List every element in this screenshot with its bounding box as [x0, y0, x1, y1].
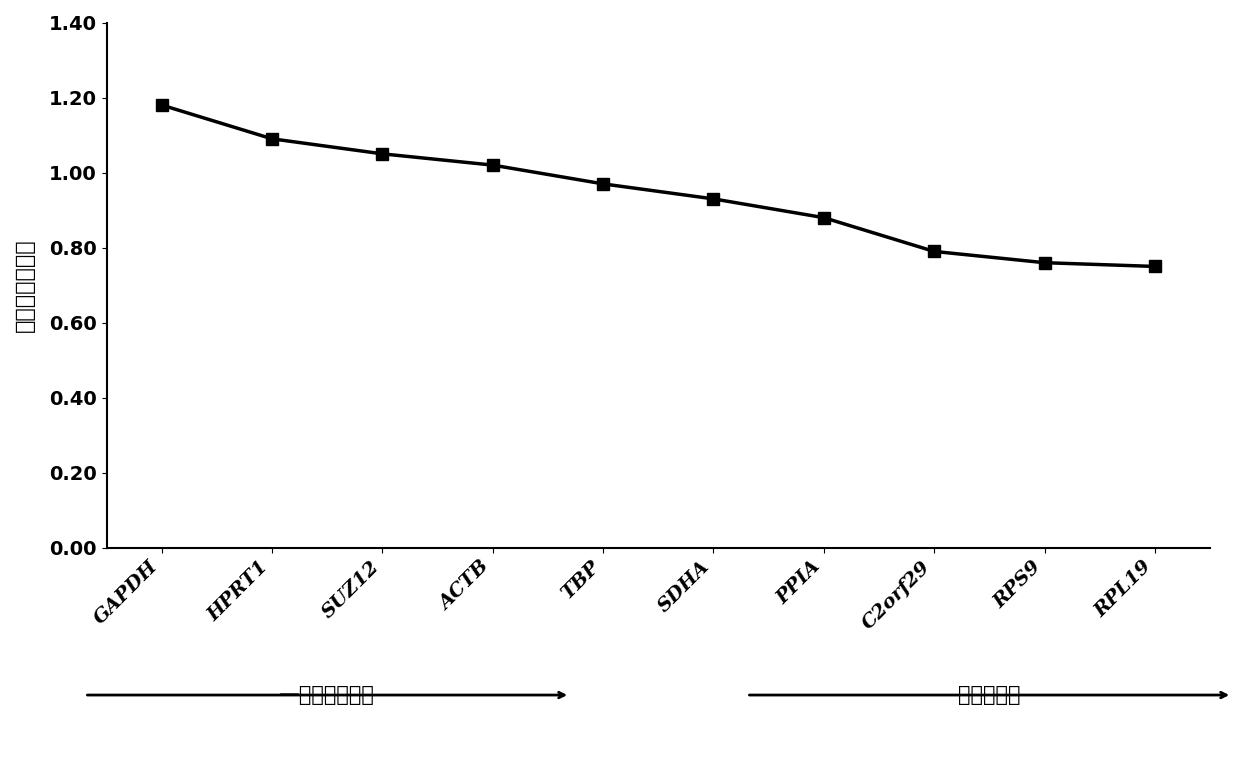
Y-axis label: 平均表达稳定性: 平均表达稳定性 — [15, 238, 35, 332]
Text: —最不稳定基因: —最不稳定基因 — [279, 685, 376, 705]
Text: 最稳定基因: 最稳定基因 — [959, 685, 1021, 705]
